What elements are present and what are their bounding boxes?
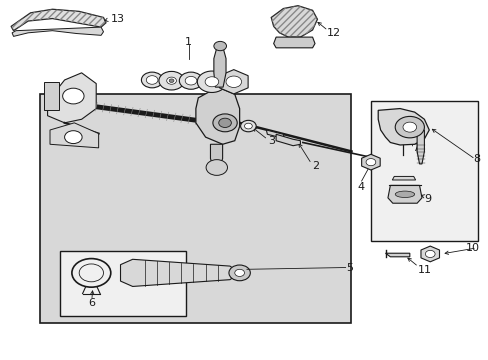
Polygon shape xyxy=(377,109,428,145)
Circle shape xyxy=(64,131,82,144)
Circle shape xyxy=(166,77,176,84)
Circle shape xyxy=(185,76,197,85)
Text: 3: 3 xyxy=(267,136,274,147)
Circle shape xyxy=(205,159,227,175)
Circle shape xyxy=(179,72,202,89)
Polygon shape xyxy=(266,130,284,139)
Circle shape xyxy=(234,269,244,276)
Text: 13: 13 xyxy=(111,14,124,24)
Text: 6: 6 xyxy=(88,298,95,308)
Polygon shape xyxy=(12,27,103,36)
Text: 9: 9 xyxy=(424,194,430,203)
Circle shape xyxy=(244,123,252,129)
Polygon shape xyxy=(196,87,239,144)
Circle shape xyxy=(218,118,231,127)
Polygon shape xyxy=(385,253,409,257)
Text: 10: 10 xyxy=(466,243,479,253)
Polygon shape xyxy=(387,185,421,203)
Circle shape xyxy=(213,41,226,51)
Circle shape xyxy=(212,114,237,132)
Polygon shape xyxy=(420,246,439,262)
Circle shape xyxy=(146,76,158,84)
Bar xyxy=(44,82,59,111)
Circle shape xyxy=(62,88,84,104)
Circle shape xyxy=(159,71,184,90)
Polygon shape xyxy=(210,144,222,166)
Polygon shape xyxy=(47,73,96,123)
Text: 8: 8 xyxy=(472,154,479,163)
Polygon shape xyxy=(391,176,415,180)
Bar xyxy=(370,102,477,241)
Circle shape xyxy=(425,250,434,257)
Polygon shape xyxy=(219,69,247,94)
Text: 4: 4 xyxy=(357,182,364,192)
Circle shape xyxy=(141,72,163,88)
Circle shape xyxy=(402,122,416,132)
Polygon shape xyxy=(11,9,106,31)
Bar xyxy=(40,94,351,323)
Polygon shape xyxy=(271,6,317,37)
Text: 5: 5 xyxy=(346,262,353,273)
Text: 11: 11 xyxy=(417,265,430,275)
Polygon shape xyxy=(276,134,300,146)
Polygon shape xyxy=(213,44,225,87)
Circle shape xyxy=(169,79,174,82)
Polygon shape xyxy=(273,37,314,48)
Circle shape xyxy=(225,76,241,87)
Text: 12: 12 xyxy=(326,28,341,38)
Bar xyxy=(60,251,186,316)
Circle shape xyxy=(204,77,218,87)
Circle shape xyxy=(197,71,226,93)
Polygon shape xyxy=(416,130,424,164)
Circle shape xyxy=(366,158,375,166)
Polygon shape xyxy=(361,154,379,170)
Circle shape xyxy=(240,120,256,132)
Text: 1: 1 xyxy=(184,37,192,48)
Circle shape xyxy=(228,265,250,281)
Polygon shape xyxy=(50,123,99,148)
Polygon shape xyxy=(120,259,234,287)
Ellipse shape xyxy=(394,191,414,198)
Text: 7: 7 xyxy=(411,143,419,153)
Circle shape xyxy=(394,116,424,138)
Text: 2: 2 xyxy=(312,161,319,171)
